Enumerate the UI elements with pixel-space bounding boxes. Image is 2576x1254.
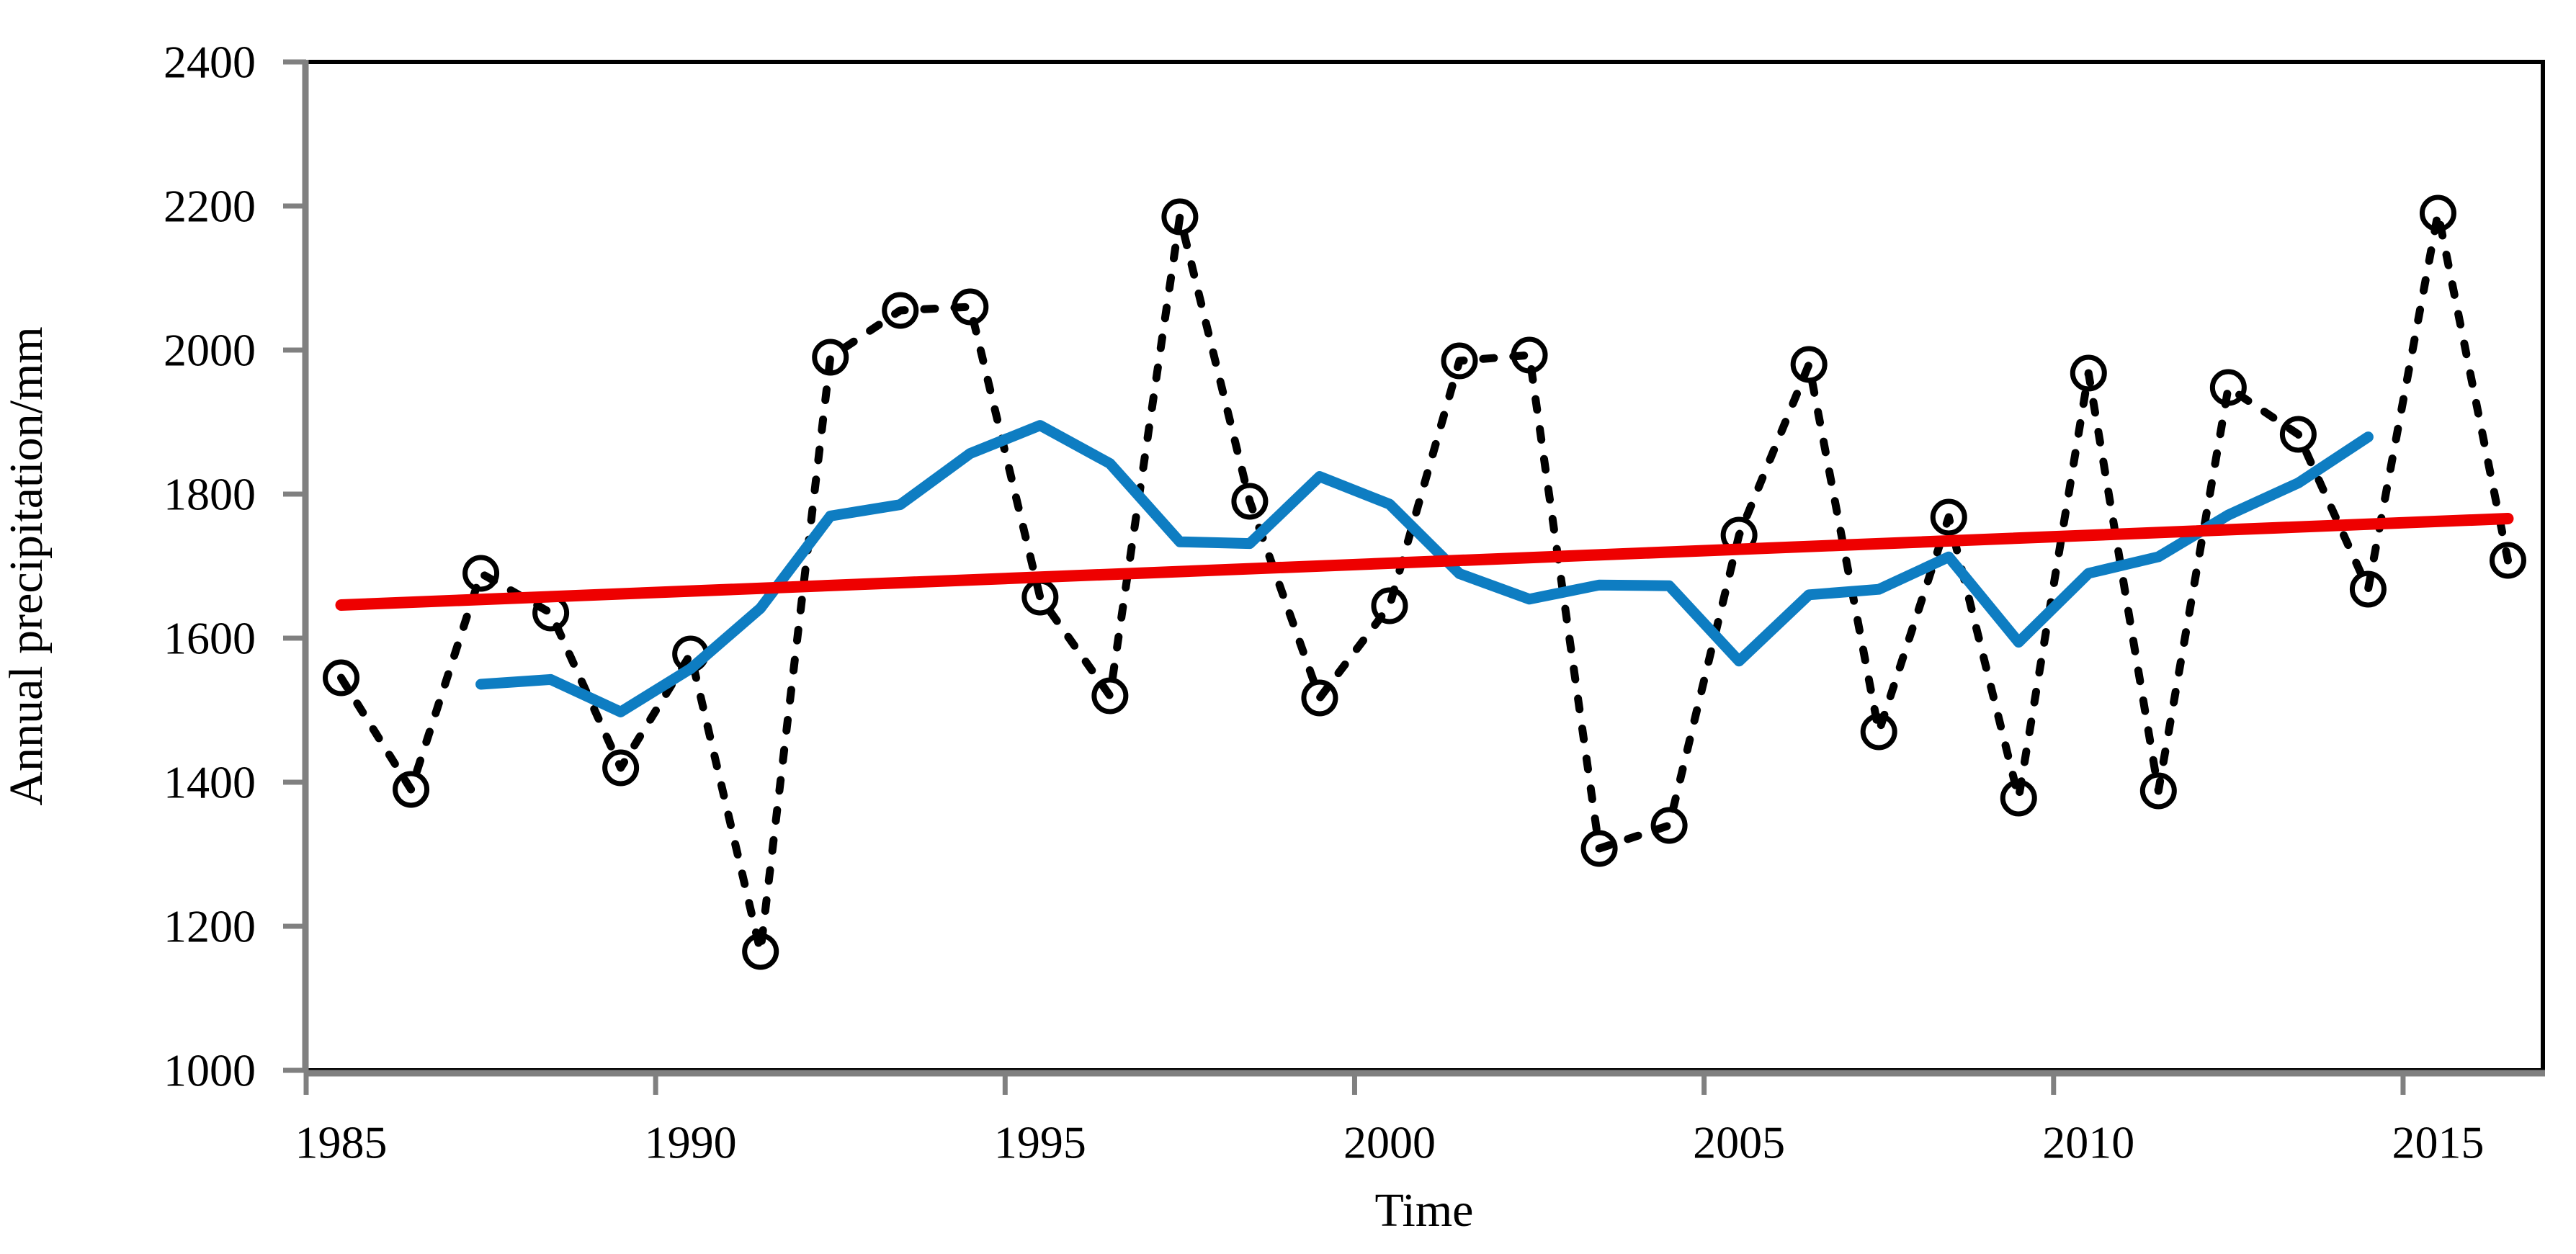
data-point-marker (323, 659, 360, 697)
data-point-marker (2139, 772, 2177, 810)
data-point-marker (1091, 677, 1129, 715)
x-tick-label: 2005 (1693, 1117, 1785, 1168)
x-tick-label: 1985 (295, 1117, 388, 1168)
data-point-marker (1790, 346, 1828, 383)
data-point-marker (2000, 779, 2037, 817)
data-point-marker (1231, 483, 1269, 520)
data-point-marker (742, 933, 779, 970)
data-point-marker (2209, 369, 2247, 406)
data-point-marker (393, 771, 430, 808)
y-tick-label: 1800 (164, 469, 256, 520)
trend-line (335, 513, 2514, 611)
data-point-marker (2070, 354, 2107, 392)
x-tick-label: 2000 (1343, 1117, 1436, 1168)
data-point-marker (812, 339, 849, 376)
data-point-marker (1301, 679, 1338, 717)
data-point-marker (1161, 198, 1199, 236)
y-tick-label: 1000 (164, 1045, 256, 1096)
x-tick-label: 1995 (994, 1117, 1086, 1168)
data-point-marker (2349, 570, 2387, 608)
data-point-marker (1650, 807, 1688, 844)
data-point-marker (2419, 194, 2456, 232)
y-tick-label: 2400 (164, 37, 256, 88)
data-point-marker (2489, 542, 2526, 579)
y-tick-label: 1200 (164, 901, 256, 952)
data-point-marker (1860, 713, 1897, 751)
data-point-marker (1511, 336, 1548, 374)
data-point-marker (602, 749, 640, 787)
moving-average-line (475, 420, 2374, 717)
data-point-marker (1930, 498, 1967, 536)
data-point-marker (1441, 342, 1478, 380)
x-axis-title: Time (1375, 1184, 1474, 1237)
y-tick-label: 2000 (164, 325, 256, 376)
annual-precipitation-series (337, 209, 2512, 956)
data-point-marker (1580, 830, 1618, 867)
y-tick-label: 2200 (164, 181, 256, 232)
data-point-marker (952, 288, 989, 326)
data-point-marker (2279, 416, 2317, 453)
x-tick-label: 1990 (645, 1117, 737, 1168)
data-point-marker (1371, 587, 1408, 624)
x-tick-label: 2010 (2042, 1117, 2134, 1168)
y-tick-label: 1400 (164, 757, 256, 808)
y-axis-title: Annual precipitation/mm (0, 326, 53, 805)
data-point-marker (882, 292, 919, 329)
data-point-marker (462, 555, 500, 592)
x-tick-label: 2015 (2392, 1117, 2484, 1168)
y-tick-label: 1600 (164, 613, 256, 664)
